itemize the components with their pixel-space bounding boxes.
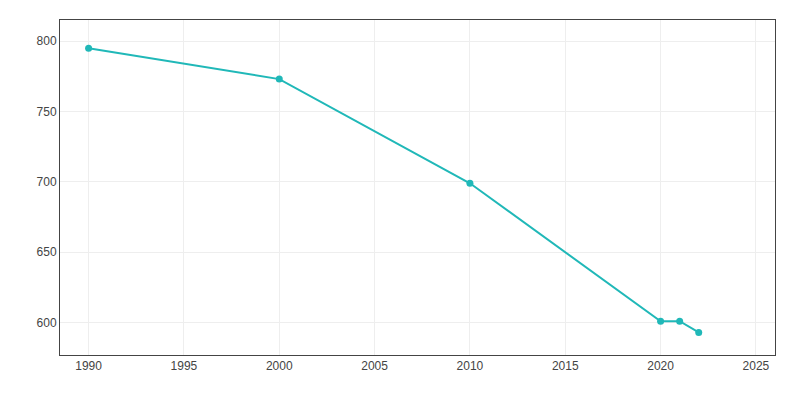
svg-text:2010: 2010	[457, 359, 484, 373]
svg-text:2025: 2025	[743, 359, 770, 373]
svg-text:600: 600	[37, 316, 57, 330]
svg-text:2020: 2020	[647, 359, 674, 373]
svg-text:800: 800	[37, 34, 57, 48]
svg-text:700: 700	[37, 175, 57, 189]
svg-text:1995: 1995	[171, 359, 198, 373]
svg-text:1990: 1990	[75, 359, 102, 373]
svg-text:650: 650	[37, 245, 57, 259]
svg-text:2015: 2015	[552, 359, 579, 373]
svg-text:2000: 2000	[266, 359, 293, 373]
svg-text:750: 750	[37, 105, 57, 119]
svg-text:2005: 2005	[361, 359, 388, 373]
